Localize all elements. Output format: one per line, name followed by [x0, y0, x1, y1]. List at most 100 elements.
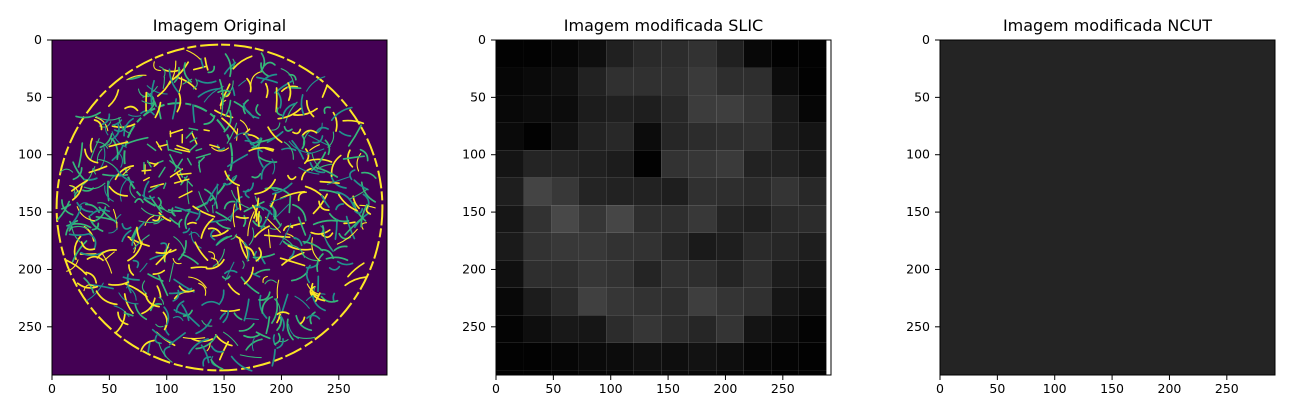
edge-stroke: [345, 215, 356, 240]
edge-stroke: [253, 197, 260, 219]
edge-stroke: [171, 98, 178, 120]
edge-stroke: [206, 343, 211, 352]
edge-stroke: [292, 128, 302, 135]
edge-stroke: [287, 323, 300, 340]
edge-stroke: [141, 297, 156, 315]
edge-stroke: [129, 287, 137, 301]
slic-cell: [798, 177, 827, 206]
slic-cell: [798, 205, 827, 233]
edge-stroke: [88, 215, 104, 232]
edge-stroke: [76, 206, 96, 222]
edge-stroke: [126, 136, 149, 145]
edge-stroke: [312, 135, 324, 144]
edge-stroke: [215, 220, 231, 230]
slic-cell: [606, 287, 634, 316]
edge-stroke: [211, 204, 214, 214]
slic-cell: [578, 205, 607, 233]
edge-stroke: [261, 296, 274, 314]
slic-cell: [633, 122, 662, 151]
edge-stroke: [242, 102, 260, 119]
edge-stroke: [314, 292, 321, 302]
edge-stroke: [342, 119, 365, 125]
edge-stroke: [365, 204, 372, 215]
edge-stroke: [224, 53, 232, 78]
edge-stroke: [223, 200, 236, 210]
slic-cell: [551, 122, 579, 151]
edge-stroke: [276, 316, 283, 331]
edge-stroke: [85, 271, 98, 284]
slic-cell: [743, 122, 772, 151]
slic-cell: [688, 177, 717, 206]
slic-cell: [688, 122, 717, 151]
edge-stroke: [258, 294, 268, 319]
slic-cell: [661, 260, 689, 288]
edge-stroke: [182, 337, 206, 340]
slic-cell: [551, 315, 579, 343]
slic-cell: [578, 67, 607, 96]
slic-cell: [523, 177, 552, 206]
edge-stroke: [210, 345, 225, 353]
inner-edge-stroke: [209, 144, 220, 149]
edge-stroke: [220, 308, 241, 313]
edge-stroke: [102, 253, 113, 274]
edge-stroke: [256, 76, 278, 84]
edge-stroke: [332, 111, 338, 132]
edge-stroke: [236, 186, 242, 211]
edge-stroke: [190, 266, 208, 269]
y-tick-label-0-2: 100: [18, 147, 42, 162]
edge-stroke: [178, 285, 195, 293]
edge-stroke: [127, 74, 143, 81]
edge-stroke: [208, 251, 216, 261]
slic-cell: [661, 122, 689, 151]
edge-stroke: [88, 165, 108, 174]
slic-cell: [633, 232, 662, 261]
edge-stroke: [219, 83, 231, 107]
edge-stroke: [276, 311, 290, 316]
slic-cell: [716, 95, 744, 123]
slic-cell: [606, 260, 634, 288]
slic-cell: [771, 260, 799, 288]
edge-stroke: [359, 148, 369, 162]
slic-cell: [633, 342, 662, 371]
slic-cell: [798, 40, 827, 68]
edge-stroke: [244, 318, 259, 321]
edge-stroke: [255, 247, 262, 262]
edge-stroke: [302, 129, 318, 136]
edge-stroke: [311, 151, 327, 172]
edge-stroke: [89, 138, 100, 162]
slic-cell: [661, 370, 689, 375]
edge-stroke: [101, 113, 111, 126]
slic-cell: [771, 122, 799, 151]
inner-edge-stroke: [150, 183, 165, 188]
inner-edge-stroke: [153, 162, 159, 167]
edge-stroke: [203, 115, 216, 125]
edge-stroke: [276, 313, 282, 324]
slic-cell: [578, 342, 607, 371]
slic-cell: [633, 370, 662, 375]
slic-cell: [606, 232, 634, 261]
edge-stroke: [140, 109, 155, 116]
edge-stroke: [280, 68, 295, 85]
edge-stroke: [286, 318, 294, 341]
edge-stroke: [342, 155, 366, 160]
edge-stroke: [292, 245, 305, 258]
edge-stroke: [111, 123, 136, 129]
edge-stroke: [67, 205, 83, 229]
edge-stroke: [128, 264, 135, 276]
slic-cell: [743, 370, 772, 375]
edge-stroke: [234, 132, 250, 139]
edge-stroke: [279, 257, 306, 267]
edge-stroke: [356, 152, 362, 172]
edge-stroke: [127, 236, 150, 247]
plot-panel-2: Imagem modificada NCUT 0 50 100 150 200 250 0 50…: [906, 16, 1276, 396]
edge-stroke: [144, 293, 160, 308]
y-tick-label-2-4: 200: [906, 261, 930, 276]
edge-stroke: [260, 73, 278, 84]
edge-stroke: [123, 117, 134, 137]
edge-stroke: [288, 195, 292, 214]
plot-frame-2: [939, 39, 1276, 376]
slic-cell: [523, 370, 552, 375]
slic-cell: [743, 315, 772, 343]
plot-title-1: Imagem modificada SLIC: [564, 16, 763, 35]
slic-cell: [578, 40, 607, 68]
